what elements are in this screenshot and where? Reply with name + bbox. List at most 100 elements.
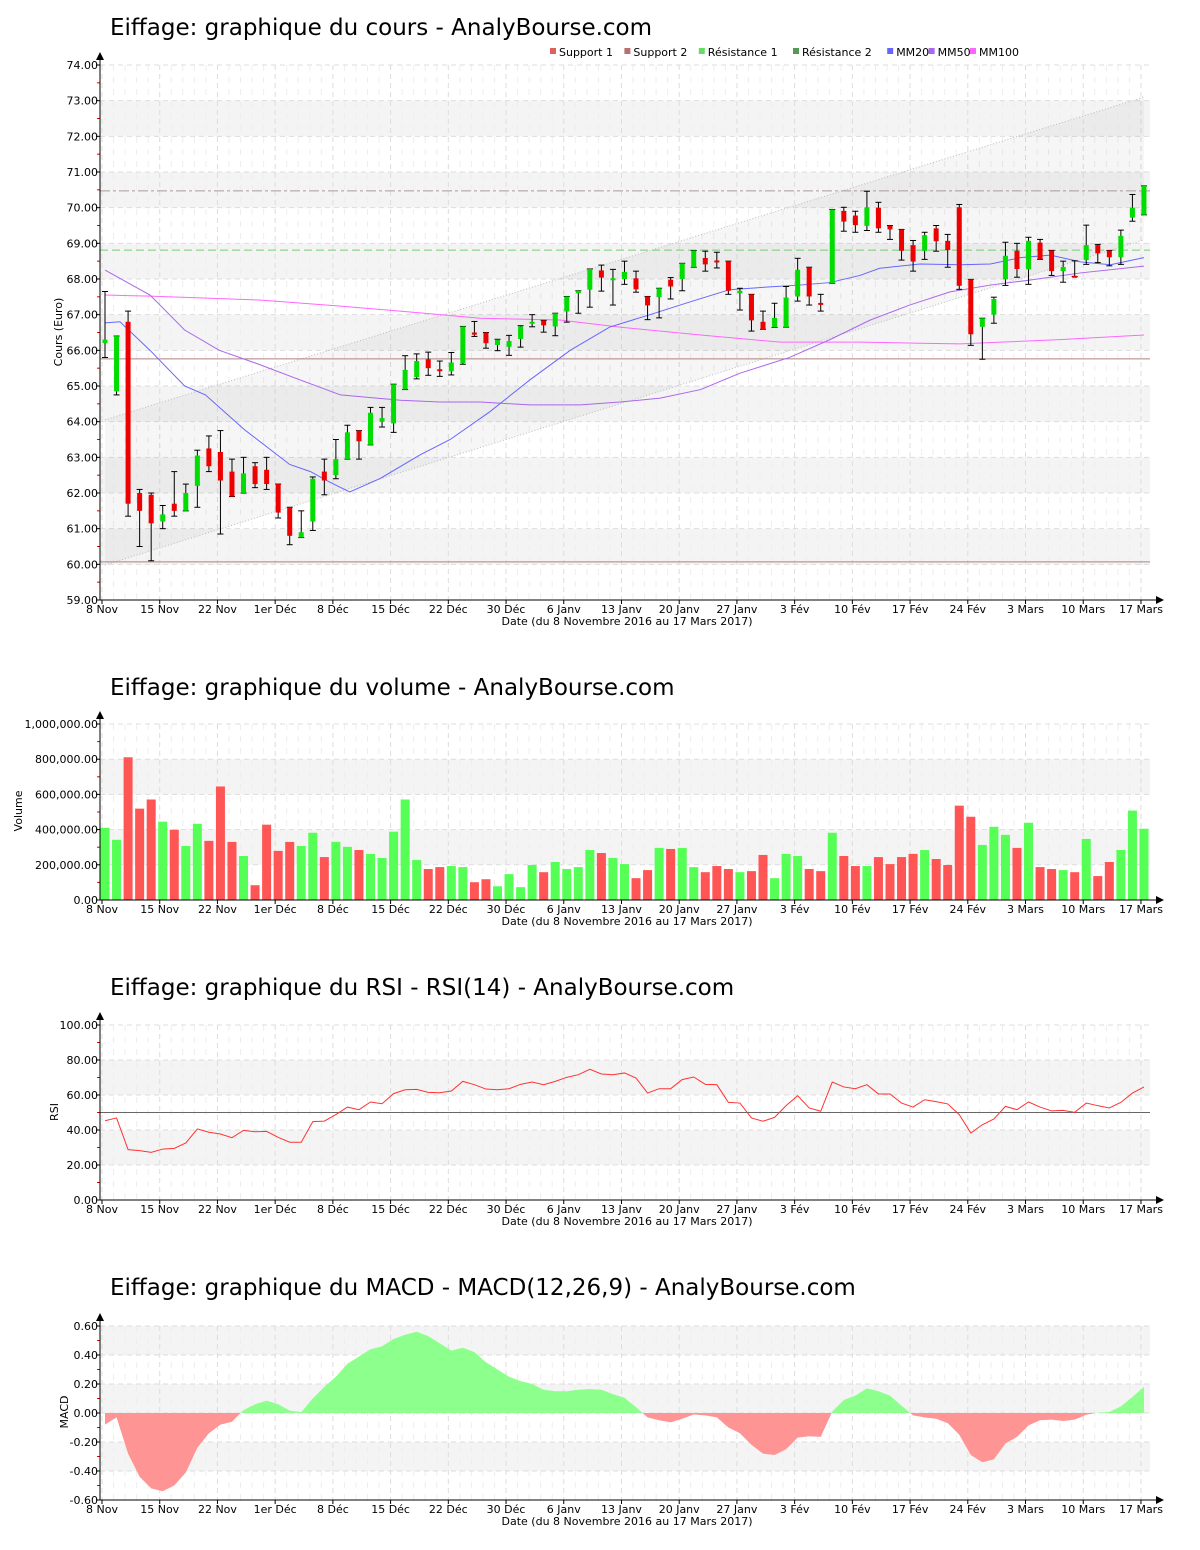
- volume-bar: [1000, 834, 1010, 900]
- volume-bar: [862, 866, 872, 900]
- volume-bar: [285, 841, 295, 900]
- x-tick-label: 24 Fév: [950, 603, 987, 616]
- candlestick: [1129, 193, 1136, 222]
- y-tick-label: 65.00: [67, 380, 99, 393]
- candle-body: [1106, 250, 1112, 258]
- candle-body: [137, 493, 143, 511]
- candlestick: [1071, 260, 1078, 278]
- legend-item: MM100: [970, 46, 1019, 59]
- candlestick: [448, 351, 455, 376]
- candlestick: [552, 312, 559, 337]
- legend-item: Support 2: [624, 46, 687, 59]
- volume-bar: [389, 831, 399, 900]
- candlestick: [1140, 185, 1147, 216]
- candlestick: [482, 332, 489, 349]
- x-axis-arrow: [1156, 896, 1164, 904]
- candlestick: [205, 435, 212, 473]
- candle-body: [852, 215, 858, 226]
- macd-x-axis-title: Date (du 8 Novembre 2016 au 17 Mars 2017…: [502, 1515, 753, 1528]
- candle-body: [356, 430, 362, 442]
- y-tick-label: 0.40: [74, 1349, 99, 1362]
- volume-bar: [492, 886, 502, 900]
- candle-body: [1037, 242, 1043, 260]
- candlestick: [956, 203, 963, 290]
- candlestick: [921, 231, 928, 260]
- candle-body: [206, 448, 212, 467]
- rsi-line: [104, 1068, 1145, 1153]
- y-tick-label: 69.00: [67, 237, 99, 250]
- volume-bar: [250, 885, 260, 900]
- candlestick: [379, 406, 386, 428]
- volume-bar: [354, 850, 364, 900]
- legend-item: Résistance 2: [793, 46, 872, 59]
- candle-body: [241, 473, 247, 493]
- x-tick-label: 8 Déc: [317, 903, 349, 916]
- candlestick: [1117, 229, 1124, 265]
- volume-bar: [689, 867, 699, 900]
- y-tick-label: 1,000,000.00: [25, 718, 98, 731]
- volume-bar: [654, 847, 664, 900]
- volume-bar: [920, 850, 930, 900]
- candle-body: [552, 313, 558, 327]
- candle-body: [160, 514, 166, 522]
- panel-volume: 1,000,000.00 800,000.00 600,000.00 400,000.…: [25, 711, 1164, 916]
- volume-bar: [596, 853, 606, 900]
- y-tick-label: 74.00: [67, 59, 99, 72]
- candle-body: [748, 294, 754, 321]
- x-tick-label: 17 Fév: [892, 1203, 929, 1216]
- candle-body: [1060, 266, 1066, 272]
- y-axis-arrow: [96, 1313, 104, 1321]
- macd-negative-area: [105, 1413, 1144, 1492]
- candle-body: [991, 298, 997, 315]
- candle-body: [979, 318, 985, 327]
- candlestick: [771, 302, 778, 329]
- candle-body: [598, 270, 604, 278]
- x-tick-label: 27 Janv: [716, 1203, 757, 1216]
- x-tick-label: 8 Nov: [86, 603, 118, 616]
- volume-bar: [631, 878, 641, 900]
- legend-label: Support 2: [633, 46, 687, 59]
- mm100-line: [104, 294, 1144, 345]
- x-tick-label: 13 Janv: [601, 1503, 642, 1516]
- x-tick-label: 27 Janv: [716, 1503, 757, 1516]
- candle-body: [1141, 185, 1147, 215]
- volume-bar: [700, 872, 710, 900]
- candlestick: [667, 277, 674, 300]
- volume-bar: [366, 853, 376, 900]
- volume-bar: [1058, 870, 1068, 900]
- candlestick: [840, 206, 847, 232]
- volume-bar: [746, 871, 756, 900]
- x-tick-label: 24 Fév: [950, 903, 987, 916]
- x-tick-label: 3 Mars: [1007, 1503, 1044, 1516]
- candlestick: [471, 320, 478, 337]
- candle-body: [425, 359, 431, 369]
- candle-body: [529, 321, 535, 324]
- x-tick-label: 22 Déc: [429, 1503, 468, 1516]
- candle-body: [1129, 207, 1135, 218]
- volume-bar: [469, 882, 479, 900]
- candlestick: [852, 210, 859, 233]
- candlestick: [309, 476, 316, 531]
- volume-bar: [1012, 847, 1022, 900]
- volume-bar: [573, 867, 583, 900]
- background-band: [100, 759, 1150, 795]
- candle-body: [1049, 250, 1055, 272]
- x-tick-label: 20 Janv: [659, 603, 700, 616]
- y-tick-label: 0.00: [74, 894, 99, 907]
- y-axis-arrow: [96, 711, 104, 719]
- x-tick-label: 15 Déc: [371, 1503, 410, 1516]
- rsi-chart-title: Eiffage: graphique du RSI - RSI(14) - An…: [110, 975, 734, 1001]
- candle-body: [956, 207, 962, 286]
- candlestick: [1106, 249, 1113, 267]
- candle-body: [252, 466, 258, 485]
- candlestick: [113, 335, 120, 396]
- macd-positive-area: [105, 1331, 1144, 1413]
- candle-body: [668, 279, 674, 287]
- candle-body: [368, 412, 374, 445]
- legend-label: MM100: [979, 46, 1019, 59]
- candle-body: [1095, 245, 1101, 254]
- candle-body: [414, 361, 420, 378]
- x-tick-label: 8 Nov: [86, 1503, 118, 1516]
- legend-item: Support 1: [550, 46, 613, 59]
